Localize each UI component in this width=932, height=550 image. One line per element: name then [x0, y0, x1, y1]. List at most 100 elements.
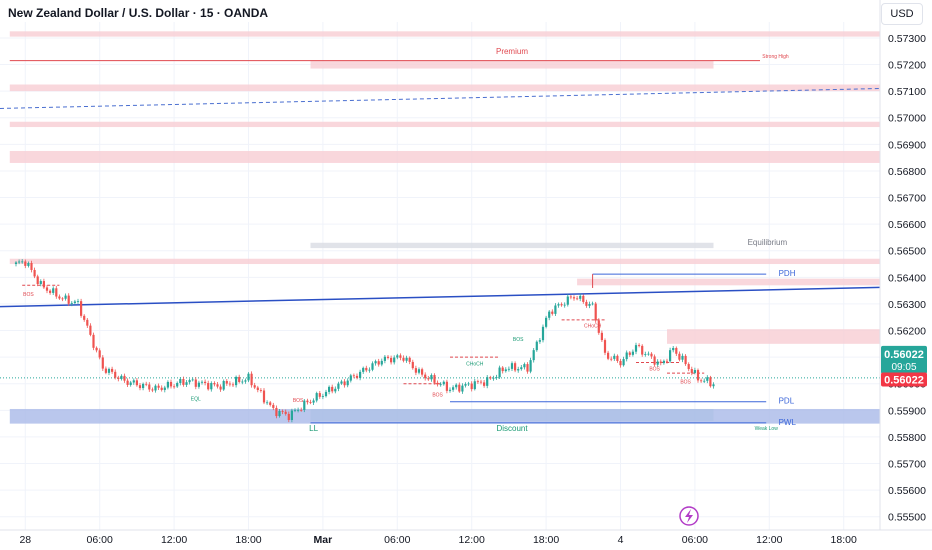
candle-body: [160, 387, 163, 390]
candle-body: [383, 356, 386, 361]
candle-body: [622, 359, 625, 366]
candle-body: [200, 381, 204, 383]
candle-body: [334, 388, 337, 392]
current-price-tag-value: 0.56022: [884, 374, 924, 386]
candle-body: [176, 382, 179, 387]
candle-body: [712, 384, 715, 387]
candle-body: [684, 355, 687, 365]
candle-body: [572, 297, 576, 299]
candle-body: [656, 361, 659, 365]
candle-body: [476, 381, 479, 383]
candle-body: [700, 380, 703, 382]
candle-body: [486, 377, 489, 386]
candle-body: [250, 373, 253, 386]
price-tick-label: 0.56600: [888, 219, 926, 231]
candle-body: [231, 384, 235, 386]
candle-body: [672, 347, 675, 351]
candle-body: [197, 382, 200, 387]
candle-body: [390, 357, 393, 363]
current-price-tag: [881, 372, 927, 387]
candle-body: [241, 381, 244, 383]
candle-body: [557, 304, 560, 306]
candle-body: [33, 269, 36, 277]
supply-zone-56850: [9, 150, 881, 163]
candle-body: [442, 381, 445, 385]
candle-body: [461, 385, 464, 392]
candle-body: [36, 276, 39, 285]
candle-body: [151, 389, 154, 391]
candle-body: [414, 368, 417, 373]
candle-body: [179, 379, 182, 383]
lightning-icon[interactable]: [679, 506, 699, 526]
candle-body: [430, 375, 433, 380]
candle-body: [67, 295, 70, 304]
candle-body: [669, 350, 672, 362]
candle-body: [538, 340, 541, 342]
price-tick-label: 0.56700: [888, 193, 926, 205]
price-tick-label: 0.56500: [888, 246, 926, 258]
time-tick-label: 12:00: [756, 534, 782, 546]
candle-body: [61, 298, 64, 300]
time-tick-label: 06:00: [87, 534, 113, 546]
candle-body: [594, 303, 597, 321]
candle-body: [665, 360, 669, 362]
choch-label-1: CHoCH: [466, 362, 484, 368]
candle-body: [703, 380, 706, 382]
candle-body: [321, 396, 324, 397]
equilibrium-zone: [310, 242, 714, 249]
candle-body: [690, 369, 693, 373]
supply-zone-right: [667, 329, 880, 344]
equilibrium-label: Equilibrium: [748, 238, 788, 247]
candle-body: [421, 369, 424, 375]
candle-body: [399, 355, 402, 358]
price-tick-label: 0.55900: [888, 405, 926, 417]
ll-label: LL: [309, 424, 318, 433]
candle-body: [417, 369, 421, 373]
candle-body: [24, 261, 27, 266]
candle-body: [520, 367, 523, 370]
candle-body: [492, 377, 495, 379]
candle-body: [107, 368, 111, 373]
candle-body: [473, 381, 476, 390]
price-tick-label: 0.56200: [888, 326, 926, 338]
candle-body: [411, 361, 414, 369]
candle-body: [653, 356, 656, 365]
candle-body: [470, 383, 473, 390]
candle-body: [489, 377, 492, 379]
candle-body: [644, 354, 647, 355]
candle-body: [355, 375, 359, 378]
candle-body: [157, 385, 160, 388]
candle-body: [104, 368, 107, 373]
supply-zone-56450: [9, 258, 881, 265]
candle-body: [210, 383, 213, 390]
candle-body: [386, 356, 390, 358]
premium-zone-top: [9, 31, 881, 37]
candle-body: [427, 378, 430, 380]
currency-button[interactable]: USD: [881, 3, 923, 25]
candle-body: [18, 261, 21, 263]
candle-body: [554, 305, 557, 314]
candle-body: [256, 387, 259, 391]
candle-body: [377, 361, 380, 365]
candle-body: [706, 377, 709, 381]
price-tick-label: 0.55600: [888, 485, 926, 497]
candle-body: [483, 382, 486, 386]
candle-body: [300, 409, 303, 411]
price-tick-label: 0.56400: [888, 272, 926, 284]
candle-body: [269, 402, 272, 405]
time-tick-label: 06:00: [682, 534, 708, 546]
candle-body: [535, 341, 538, 351]
price-tick-label: 0.57000: [888, 113, 926, 125]
candle-body: [55, 288, 58, 297]
candle-body: [123, 375, 126, 381]
bos-label-4: BOS: [513, 337, 524, 343]
candle-body: [628, 352, 631, 355]
candle-body: [616, 355, 619, 361]
candle-body: [662, 360, 665, 364]
candle-body: [213, 383, 216, 385]
candle-body: [510, 363, 514, 369]
candle-body: [566, 296, 569, 305]
strong-high-label: Strong High: [762, 54, 789, 60]
candle-body: [290, 410, 293, 420]
